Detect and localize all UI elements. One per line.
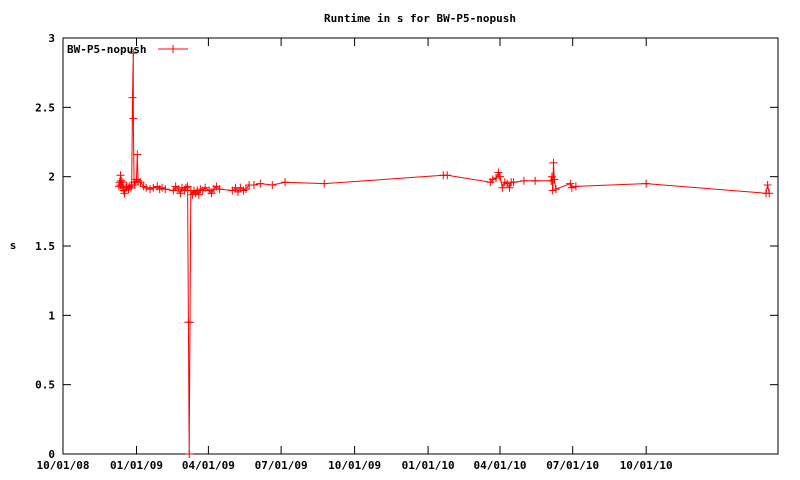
data-point [169, 186, 178, 195]
data-point [149, 183, 158, 192]
data-point [120, 189, 129, 198]
y-axis-label: s [10, 239, 17, 252]
data-point [116, 171, 125, 180]
data-point [129, 114, 138, 123]
data-point [118, 178, 127, 187]
x-tick-label: 10/01/09 [328, 459, 381, 472]
data-point [491, 174, 500, 183]
data-point [567, 183, 576, 192]
data-point [547, 176, 556, 185]
data-point [117, 176, 126, 185]
series-line [118, 53, 770, 455]
data-point [136, 178, 145, 187]
y-tick-label: 3 [48, 32, 55, 45]
data-point [114, 182, 123, 191]
data-point [281, 178, 290, 187]
y-tick-label: 2.5 [35, 101, 55, 114]
data-point [509, 178, 518, 187]
data-point [443, 171, 452, 180]
y-axis: 0 0.5 1 1.5 2 2.5 3 [35, 32, 778, 461]
x-tick-label: 07/01/09 [255, 459, 308, 472]
data-point [519, 176, 528, 185]
data-point [550, 175, 559, 184]
data-point [186, 318, 195, 327]
data-point [765, 189, 774, 198]
plot-frame [62, 37, 779, 455]
data-point [215, 185, 224, 194]
data-point [505, 183, 514, 192]
y-tick-label: 1.5 [35, 240, 55, 253]
data-point [146, 185, 155, 194]
data-point [207, 189, 216, 198]
data-point [256, 179, 265, 188]
data-point [130, 180, 139, 189]
data-point [566, 179, 575, 188]
data-point [133, 150, 142, 159]
data-point [241, 185, 250, 194]
x-tick-label: 04/01/09 [182, 459, 235, 472]
x-tick-label: 04/01/10 [473, 459, 526, 472]
data-point [249, 180, 258, 189]
x-tick-label: 10/01/08 [37, 459, 90, 472]
y-tick-label: 0.5 [35, 379, 55, 392]
series-layer [114, 49, 774, 458]
x-tick-label: 01/01/09 [110, 459, 163, 472]
data-point [503, 179, 512, 188]
chart-title: Runtime in s for BW-P5-nopush [324, 12, 516, 25]
y-tick-label: 0 [48, 448, 55, 461]
data-point [488, 175, 497, 184]
data-point [174, 185, 183, 194]
data-point [495, 172, 504, 181]
x-axis: 10/01/08 01/01/09 04/01/09 07/01/09 10/01/09… [37, 38, 673, 472]
data-point [494, 168, 503, 177]
data-point [183, 182, 192, 191]
data-point [185, 450, 194, 458]
data-point [551, 185, 560, 194]
data-point [531, 176, 540, 185]
legend: BW-P5-nopush [67, 43, 188, 56]
legend-marker [169, 45, 177, 53]
data-point [161, 185, 170, 194]
data-point [182, 183, 191, 192]
data-point [320, 179, 329, 188]
x-tick-label: 07/01/10 [546, 459, 599, 472]
y-tick-label: 1 [48, 309, 55, 322]
x-tick-label: 10/01/10 [620, 459, 673, 472]
legend-label: BW-P5-nopush [67, 43, 146, 56]
data-point [128, 93, 137, 102]
data-point [129, 49, 138, 58]
x-tick-label: 01/01/10 [402, 459, 455, 472]
data-point [194, 190, 203, 199]
data-point [549, 158, 558, 167]
data-point [763, 180, 772, 189]
data-point [158, 183, 167, 192]
data-point [548, 186, 557, 195]
data-point [498, 183, 507, 192]
data-point [642, 179, 651, 188]
data-point [233, 187, 242, 196]
data-point [571, 182, 580, 191]
data-point [268, 180, 277, 189]
y-tick-label: 2 [48, 171, 55, 184]
data-point [142, 183, 151, 192]
